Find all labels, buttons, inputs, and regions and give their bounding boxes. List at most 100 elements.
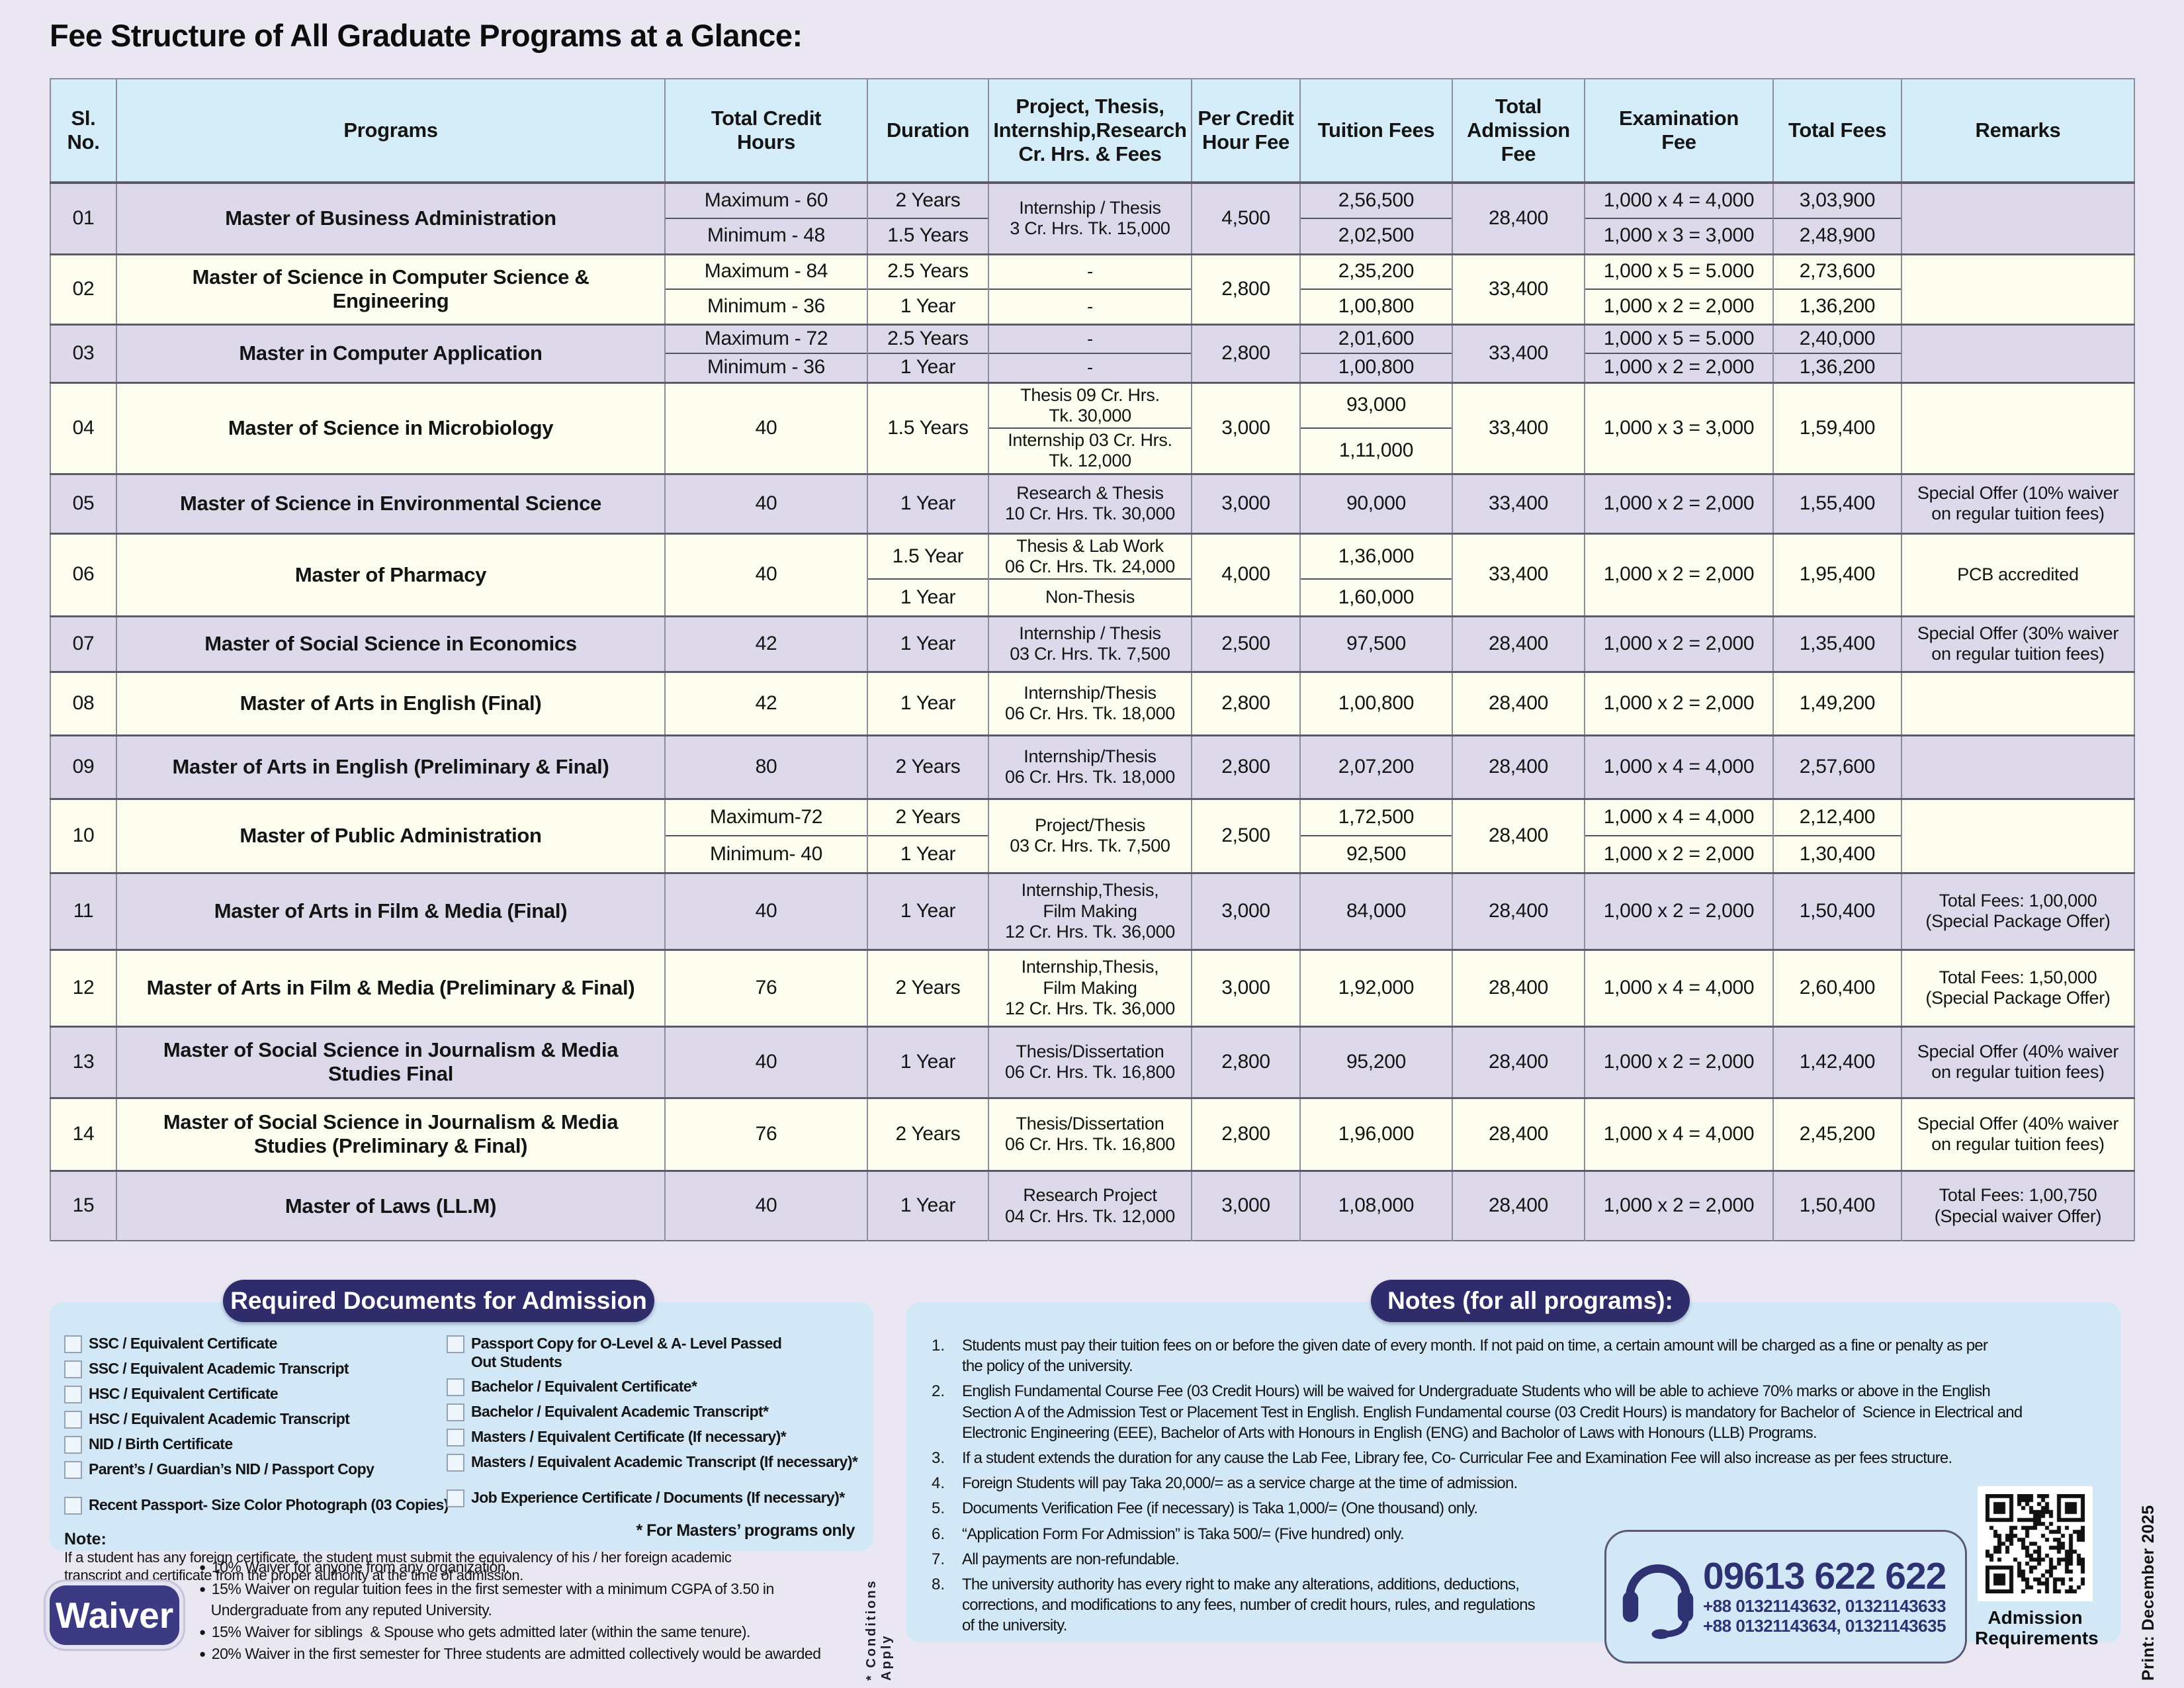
table-cell: 1 Year — [867, 615, 989, 672]
table-cell: 1 Year — [867, 835, 989, 873]
table-cell: Internship 03 Cr. Hrs. Tk. 12,000 — [988, 427, 1192, 474]
waiver-bullet: 10% Waiver for anyone from any organizat… — [199, 1556, 861, 1578]
table-cell: 76 — [664, 1096, 868, 1171]
table-cell: 42 — [664, 615, 868, 672]
table-cell: 1 Year — [867, 472, 989, 534]
checkbox-icon[interactable] — [447, 1489, 464, 1508]
table-cell: 2,800 — [1191, 253, 1301, 324]
sl-cell: 06 — [50, 532, 117, 617]
note-number: 3. — [932, 1448, 945, 1467]
table-cell: 1,96,000 — [1299, 1096, 1453, 1171]
table-row: 11 Master of Arts in Film & Media (Final)… — [50, 871, 2135, 950]
table-cell: 3,000 — [1191, 1169, 1301, 1241]
note-item: 1. Students must pay their tuition fees o… — [932, 1335, 2107, 1376]
table-cell: Special Offer (40% waiver on regular tui… — [1901, 1096, 2135, 1171]
waiver-list: 10% Waiver for anyone from any organizat… — [179, 1556, 861, 1664]
table-cell: 1,000 x 2 = 2,000 — [1584, 670, 1774, 736]
table-cell: 1,000 x 4 = 4,000 — [1584, 181, 1774, 218]
table-cell: 1,30,400 — [1772, 835, 1902, 873]
table-cell: Minimum- 40 — [664, 835, 868, 873]
table-cell: 2,73,600 — [1772, 253, 1902, 289]
note-text: All payments are non-refundable. — [962, 1550, 1180, 1568]
table-cell: 1,59,400 — [1772, 381, 1902, 474]
document-item: Recent Passport- Size Color Photograph (… — [64, 1495, 449, 1515]
note-text: The university authority has every right… — [962, 1575, 1536, 1635]
table-cell: 1,000 x 2 = 2,000 — [1584, 289, 1774, 324]
checkbox-icon[interactable] — [64, 1360, 82, 1378]
table-cell: 40 — [664, 871, 868, 950]
table-cell: 1,72,500 — [1299, 797, 1453, 836]
program-cell: Master of Arts in Film & Media (Prelimin… — [116, 948, 666, 1027]
phone-line-1: +88 01321143632, 01321143633 — [1703, 1596, 1946, 1617]
sl-cell: 13 — [50, 1025, 117, 1098]
note-number: 2. — [932, 1382, 945, 1401]
table-cell: 4,500 — [1191, 181, 1301, 254]
table-cell: 2 Years — [867, 948, 989, 1027]
document-item: NID / Birth Certificate — [64, 1435, 447, 1454]
column-header: Tuition Fees — [1299, 78, 1453, 184]
checkbox-icon[interactable] — [447, 1429, 464, 1447]
checkbox-icon[interactable] — [64, 1497, 82, 1515]
note-label: Note: — [64, 1530, 107, 1548]
document-item: Masters / Equivalent Academic Transcript… — [447, 1452, 858, 1472]
qr-block: Admission Requirements — [1975, 1486, 2099, 1649]
table-cell: Internship/Thesis 06 Cr. Hrs. Tk. 18,000 — [988, 734, 1192, 799]
column-header: Remarks — [1901, 78, 2135, 184]
table-cell: 92,500 — [1299, 835, 1453, 873]
checkbox-icon[interactable] — [64, 1335, 82, 1353]
note-item: 5. Documents Verification Fee (if necessa… — [932, 1498, 2107, 1519]
document-label: Masters / Equivalent Academic Transcript… — [471, 1453, 858, 1471]
checkbox-icon[interactable] — [447, 1454, 464, 1472]
document-label: Passport Copy for O-Level & A- Level Pas… — [471, 1335, 782, 1371]
document-label: SSC / Equivalent Certificate — [89, 1335, 277, 1352]
note-text: If a student extends the duration for an… — [962, 1448, 1952, 1467]
fee-table: Sl. No. Programs Total Credit Hours Duratio… — [50, 78, 2135, 1242]
checkbox-icon[interactable] — [64, 1386, 82, 1403]
note-item: 4. Foreign Students will pay Taka 20,000/… — [932, 1473, 2107, 1493]
checkbox-icon[interactable] — [64, 1411, 82, 1429]
table-cell: 1,000 x 2 = 2,000 — [1584, 871, 1774, 950]
table-cell: 1,000 x 2 = 2,000 — [1584, 1025, 1774, 1098]
table-cell: 2,800 — [1191, 323, 1301, 382]
checkbox-icon[interactable] — [64, 1461, 82, 1479]
sl-cell: 14 — [50, 1096, 117, 1171]
table-cell: 1.5 Years — [867, 218, 989, 254]
checkbox-icon[interactable] — [447, 1378, 464, 1397]
table-cell: 93,000 — [1299, 381, 1453, 429]
print-date: Print: December 2025 — [2139, 1505, 2158, 1681]
column-header: Total Admission Fee — [1452, 78, 1585, 184]
table-row: 15 Master of Laws (LL.M) 40 1 Year Research … — [50, 1169, 2135, 1241]
table-cell: 40 — [664, 532, 868, 617]
note-number: 7. — [932, 1550, 945, 1568]
table-cell: Thesis 09 Cr. Hrs. Tk. 30,000 — [988, 381, 1192, 429]
table-subrow: Internship 03 Cr. Hrs. Tk. 12,000 1,11,00… — [50, 427, 2134, 474]
table-row: 13 Master of Social Science in Journalism… — [50, 1025, 2135, 1098]
note-number: 6. — [932, 1525, 945, 1543]
table-cell: 1,000 x 5 = 5.000 — [1584, 323, 1774, 353]
table-cell: - — [988, 253, 1192, 289]
hotline-text: 09613 622 622 +88 01321143632, 013211436… — [1703, 1556, 1946, 1636]
note-item: 6. “Application Form For Admission” is Ta… — [932, 1524, 2107, 1544]
checkbox-icon[interactable] — [447, 1335, 464, 1353]
table-cell: 28,400 — [1452, 1025, 1585, 1098]
table-cell: 2 Years — [867, 181, 989, 218]
program-cell: Master of Social Science in Journalism &… — [116, 1096, 666, 1171]
checkbox-icon[interactable] — [64, 1436, 82, 1454]
table-row: 10 Master of Public Administration Maximum… — [50, 797, 2135, 873]
column-header: Duration — [867, 78, 989, 184]
column-header: Total Fees — [1772, 78, 1902, 184]
table-cell: 33,400 — [1452, 381, 1585, 474]
note-text: Documents Verification Fee (if necessary… — [962, 1499, 1478, 1518]
headset-icon — [1616, 1552, 1700, 1642]
checkbox-icon[interactable] — [447, 1403, 464, 1422]
sl-cell: 01 — [50, 181, 117, 254]
table-cell: Maximum-72 — [664, 797, 868, 836]
sl-cell: 12 — [50, 948, 117, 1027]
program-cell: Master of Business Administration — [116, 181, 666, 254]
table-cell: 2,07,200 — [1299, 734, 1453, 799]
table-cell — [1901, 797, 2135, 873]
waiver-bullet: 15% Waiver for siblings & Spouse who get… — [199, 1621, 861, 1643]
table-cell: Special Offer (40% waiver on regular tui… — [1901, 1025, 2135, 1098]
table-cell: Minimum - 48 — [664, 218, 868, 254]
note-item: 8. The university authority has every rig… — [932, 1574, 2107, 1636]
